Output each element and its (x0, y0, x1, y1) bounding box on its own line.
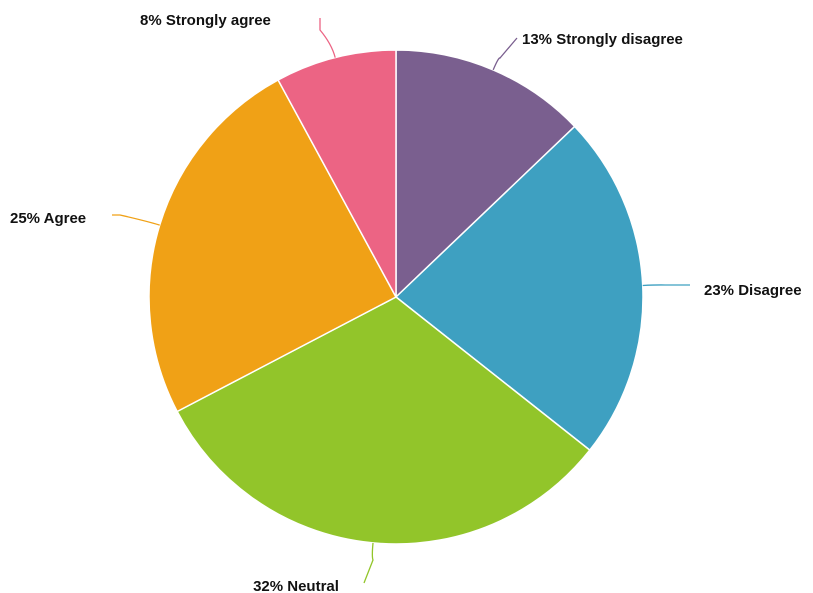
slice-label-strongly-disagree: 13% Strongly disagree (522, 31, 683, 48)
leader-line-disagree (642, 284, 690, 287)
slice-label-strongly-agree: 8% Strongly agree (140, 12, 271, 29)
pie-slice-disagree (394, 125, 644, 452)
pie-slice-agree (148, 78, 398, 413)
slice-labels: 13% Strongly disagree 23% Disagree 32% N… (10, 12, 802, 593)
leader-line-agree (112, 214, 160, 226)
slice-label-disagree: 23% Disagree (704, 282, 802, 299)
slice-label-agree: 25% Agree (10, 210, 86, 227)
slice-label-neutral: 32% Neutral (253, 578, 339, 593)
leader-line-strongly-disagree (492, 37, 518, 71)
leader-line-strongly-agree (319, 18, 336, 58)
leader-line-neutral (363, 542, 374, 584)
pie-slices (148, 49, 644, 545)
pie-slice-strongly-disagree (395, 49, 576, 299)
leader-lines (112, 18, 690, 584)
